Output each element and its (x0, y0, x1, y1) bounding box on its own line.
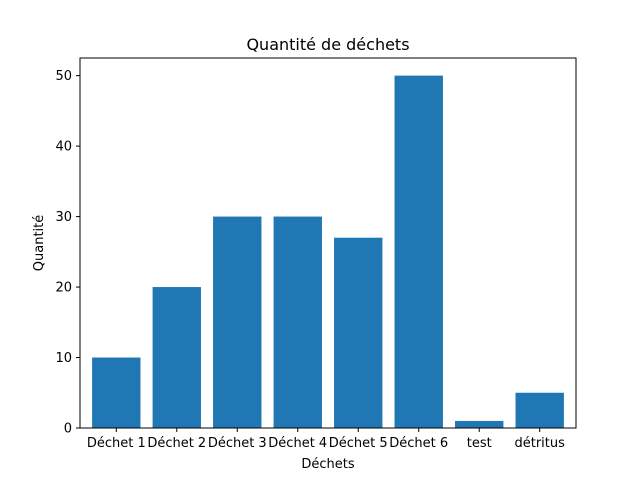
chart-title: Quantité de déchets (246, 35, 409, 54)
y-axis-ticks: 0 10 20 30 40 50 (55, 69, 80, 437)
bar-5 (334, 237, 383, 428)
y-tick-label: 10 (55, 351, 72, 366)
bar-6 (394, 75, 443, 428)
bar-3 (213, 216, 262, 428)
y-tick-label: 40 (55, 140, 72, 155)
x-tick-label: Déchet 2 (147, 436, 206, 451)
x-axis-ticks: Déchet 1 Déchet 2 Déchet 3 Déchet 4 Déchet 5… (87, 428, 565, 451)
bar-4 (273, 216, 322, 428)
bar-1 (92, 357, 141, 428)
x-tick-label: Déchet 3 (208, 436, 267, 451)
x-tick-label: Déchet 5 (329, 436, 388, 451)
bars (92, 75, 564, 428)
bar-8 (515, 392, 564, 428)
x-tick-label: Déchet 6 (389, 436, 448, 451)
x-tick-label: détritus (514, 436, 565, 451)
y-tick-label: 30 (55, 210, 72, 225)
plot-frame (79, 57, 577, 429)
bar-7 (455, 420, 504, 428)
x-tick-label: test (467, 436, 492, 451)
y-axis-label: Quantité (32, 215, 47, 271)
x-axis-label: Déchets (301, 457, 354, 472)
y-tick-label: 50 (55, 69, 72, 84)
y-tick-label: 20 (55, 281, 72, 296)
bar-2 (152, 287, 201, 428)
x-tick-label: Déchet 1 (87, 436, 146, 451)
y-tick-label: 0 (64, 422, 72, 437)
x-tick-label: Déchet 4 (268, 436, 327, 451)
